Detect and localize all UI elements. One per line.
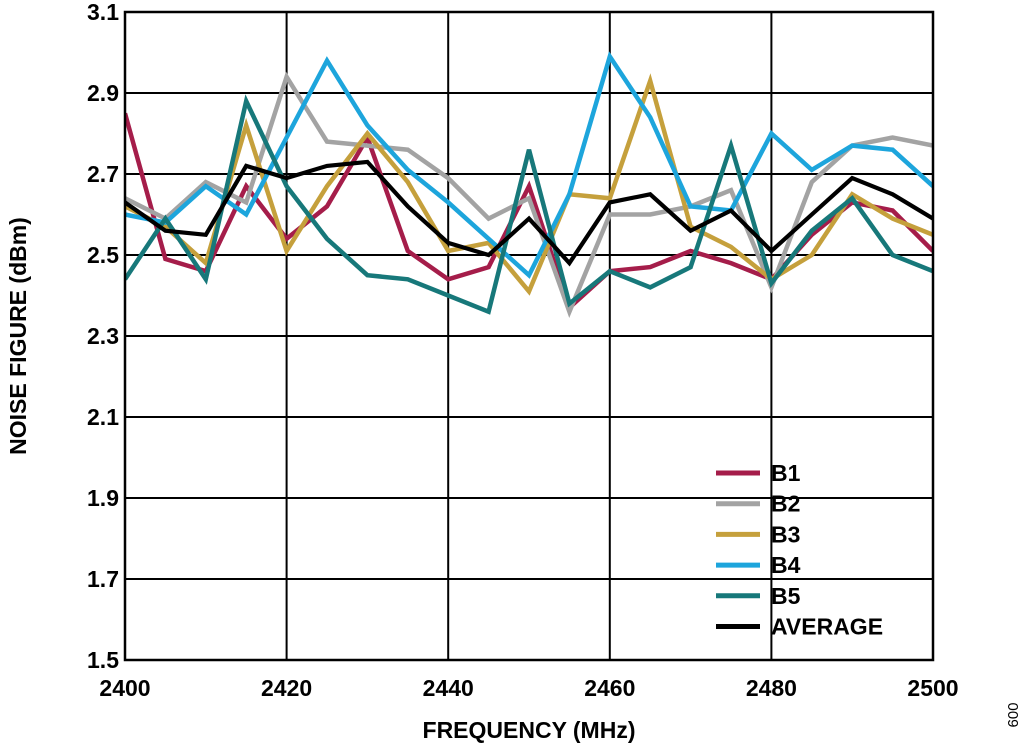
x-tick-label: 2420 [261, 675, 312, 701]
legend-label: AVERAGE [771, 614, 883, 640]
legend-item: B2 [716, 491, 800, 517]
x-axis-label: FREQUENCY (MHz) [423, 717, 636, 743]
y-tick-label: 3.1 [87, 0, 119, 25]
legend-item: B1 [716, 460, 801, 486]
series-line-b3 [125, 73, 933, 296]
y-tick-labels: 1.5 1.7 1.9 2.1 2.3 2.5 2.7 2.9 3.1 [87, 0, 119, 673]
series-lines [125, 51, 933, 318]
legend-label: B4 [771, 552, 801, 578]
legend-label: B1 [771, 460, 801, 486]
x-tick-label: 2440 [423, 675, 474, 701]
x-tick-label: 2480 [746, 675, 797, 701]
legend-item: AVERAGE [716, 614, 883, 640]
plot-frame [123, 10, 935, 662]
legend-label: B2 [771, 491, 800, 517]
series-line-average [125, 159, 933, 267]
y-tick-label: 2.1 [87, 404, 119, 430]
y-tick-label: 1.5 [87, 647, 119, 673]
x-tick-label: 2400 [99, 675, 150, 701]
legend-item: B3 [716, 521, 800, 547]
x-tick-label: 2500 [907, 675, 958, 701]
legend-item: B5 [716, 583, 801, 609]
y-tick-label: 1.9 [87, 485, 119, 511]
series-line-b5 [125, 94, 933, 315]
legend: B1 B2 B3 B4 B5 AVERAGE [716, 460, 883, 640]
y-tick-label: 2.9 [87, 80, 119, 106]
series-line-b4 [125, 51, 933, 279]
legend-label: B3 [771, 521, 800, 547]
legend-label: B5 [771, 583, 801, 609]
legend-item: B4 [716, 552, 801, 578]
y-tick-label: 2.7 [87, 161, 119, 187]
y-tick-label: 2.5 [87, 242, 119, 268]
y-tick-label: 2.3 [87, 323, 119, 349]
figure-id: 009 [1004, 702, 1021, 727]
y-axis-label: NOISE FIGURE (dBm) [5, 217, 31, 455]
y-tick-label: 1.7 [87, 566, 119, 592]
x-tick-label: 2460 [584, 675, 635, 701]
x-tick-labels: 2400 2420 2440 2460 2480 2500 [99, 675, 958, 701]
